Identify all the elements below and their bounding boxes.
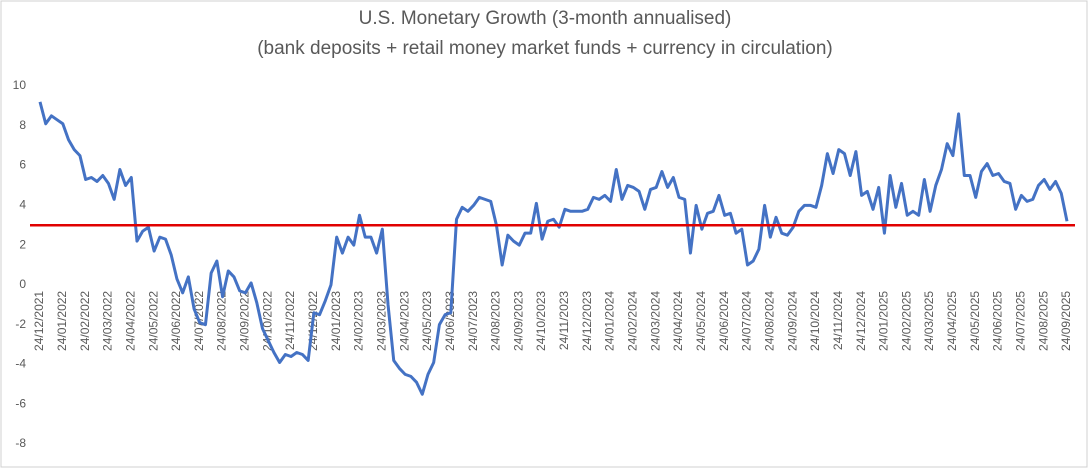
- x-tick-label: 24/02/2025: [899, 291, 913, 351]
- x-tick-label: 24/06/2024: [717, 291, 731, 351]
- x-tick-label: 24/03/2023: [375, 291, 389, 351]
- y-tick-label: 4: [19, 198, 26, 212]
- x-tick-label: 24/05/2023: [420, 291, 434, 351]
- x-tick-label: 24/04/2025: [945, 291, 959, 351]
- x-tick-label: 24/12/2024: [854, 291, 868, 351]
- y-tick-label: -2: [15, 317, 26, 331]
- x-tick-label: 24/04/2023: [397, 291, 411, 351]
- x-tick-label: 24/03/2025: [922, 291, 936, 351]
- x-tick-label: 24/11/2024: [831, 291, 845, 350]
- x-tick-label: 24/08/2024: [762, 291, 776, 351]
- x-tick-label: 24/08/2022: [215, 291, 229, 351]
- x-tick-label: 24/09/2024: [785, 291, 799, 351]
- x-tick-label: 24/02/2022: [78, 291, 92, 351]
- x-tick-label: 24/09/2023: [511, 291, 525, 351]
- chart-title: U.S. Monetary Growth (3-month annualised…: [359, 8, 732, 29]
- x-tick-label: 24/01/2022: [55, 291, 69, 351]
- x-tick-label: 24/06/2023: [443, 291, 457, 351]
- y-tick-label: 8: [19, 118, 26, 132]
- x-tick-label: 24/06/2022: [169, 291, 183, 351]
- x-tick-label: 24/05/2025: [968, 291, 982, 351]
- x-tick-label: 24/10/2022: [260, 291, 274, 351]
- x-tick-label: 24/11/2022: [283, 291, 297, 350]
- x-tick-label: 24/08/2023: [489, 291, 503, 351]
- x-tick-label: 24/03/2022: [101, 291, 115, 351]
- chart-subtitle: (bank deposits + retail money market fun…: [257, 38, 833, 59]
- x-tick-label: 24/09/2025: [1059, 291, 1073, 351]
- x-tick-label: 24/01/2024: [603, 291, 617, 351]
- y-tick-label: 2: [19, 237, 26, 251]
- x-tick-label: 24/07/2023: [466, 291, 480, 351]
- x-tick-label: 24/07/2024: [740, 291, 754, 351]
- x-tick-label: 24/07/2025: [1014, 291, 1028, 351]
- x-tick-label: 24/03/2024: [648, 291, 662, 351]
- x-tick-label: 24/02/2023: [352, 291, 366, 351]
- y-tick-label: -8: [15, 436, 26, 450]
- x-tick-label: 24/11/2023: [557, 291, 571, 350]
- x-tick-label: 24/05/2024: [694, 291, 708, 351]
- x-tick-label: 24/10/2024: [808, 291, 822, 351]
- x-tick-label: 24/08/2025: [1036, 291, 1050, 351]
- x-tick-label: 24/12/2023: [580, 291, 594, 351]
- x-tick-label: 24/02/2024: [626, 291, 640, 351]
- y-tick-label: -4: [15, 357, 26, 371]
- x-tick-label: 24/10/2023: [534, 291, 548, 351]
- y-tick-label: -6: [15, 396, 26, 410]
- y-tick-label: 0: [19, 277, 26, 291]
- y-tick-label: 6: [19, 158, 26, 172]
- x-tick-label: 24/05/2022: [146, 291, 160, 351]
- x-tick-label: 24/04/2024: [671, 291, 685, 351]
- data-line: [38, 101, 1069, 396]
- x-tick-label: 24/09/2022: [238, 291, 252, 351]
- x-tick-label: 24/01/2023: [329, 291, 343, 351]
- x-tick-label: 24/01/2025: [877, 291, 891, 351]
- x-tick-label: 24/12/2021: [32, 291, 46, 351]
- x-tick-label: 24/04/2022: [123, 291, 137, 351]
- x-tick-label: 24/06/2025: [991, 291, 1005, 351]
- y-tick-label: 10: [13, 78, 27, 92]
